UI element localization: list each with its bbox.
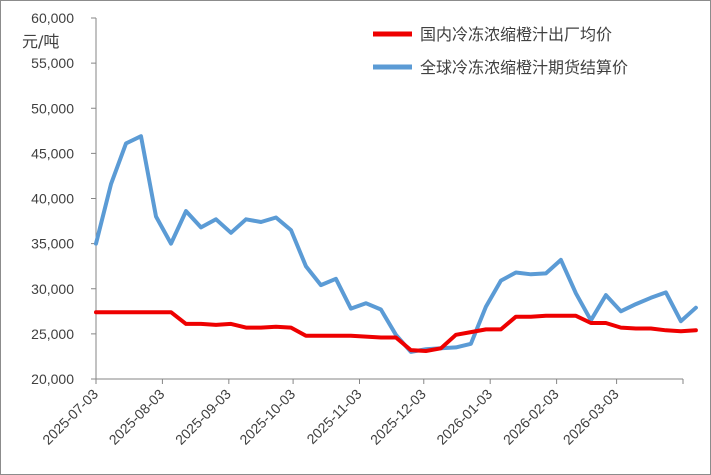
- x-tick-label: 2025-09-03: [172, 386, 234, 448]
- series-line-global: [94, 134, 698, 354]
- x-tick-label: 2026-01-03: [433, 386, 495, 448]
- x-tick-label: 2025-10-03: [236, 386, 298, 448]
- x-tick-label: 2026-02-03: [500, 386, 562, 448]
- series-line-domestic: [94, 310, 698, 353]
- x-tick-label: 2026-03-03: [560, 386, 622, 448]
- x-tick-label: 2025-12-03: [367, 386, 429, 448]
- legend-label-domestic: 国内冷冻浓缩橙汁出厂均价: [420, 25, 612, 44]
- x-tick-label: 2025-08-03: [106, 386, 168, 448]
- y-axis-unit-label: 元/吨: [22, 32, 59, 51]
- x-tick-label: 2025-07-03: [39, 386, 101, 448]
- chart-axes: [91, 17, 684, 384]
- series-lines: [94, 134, 698, 354]
- y-tick-label: 20,000: [31, 371, 74, 387]
- legend-label-global: 全球冷冻浓缩橙汁期货结算价: [420, 58, 628, 77]
- y-tick-label: 25,000: [31, 326, 74, 342]
- x-tick-label: 2025-11-03: [303, 386, 364, 447]
- y-tick-label: 30,000: [31, 281, 74, 297]
- y-tick-label: 35,000: [31, 236, 74, 252]
- x-tick-labels: 2025-07-03 2025-08-03 2025-09-03 2025-10-03…: [39, 386, 622, 448]
- y-tick-label: 40,000: [31, 191, 74, 207]
- y-tick-label: 45,000: [31, 145, 74, 161]
- y-tick-label: 60,000: [31, 10, 74, 26]
- y-tick-label: 55,000: [31, 55, 74, 71]
- legend: 国内冷冻浓缩橙汁出厂均价 全球冷冻浓缩橙汁期货结算价: [373, 25, 628, 77]
- y-tick-labels: 20,000 25,000 30,000 35,000 40,000 45,000 50,0…: [31, 10, 74, 387]
- y-tick-label: 50,000: [31, 100, 74, 116]
